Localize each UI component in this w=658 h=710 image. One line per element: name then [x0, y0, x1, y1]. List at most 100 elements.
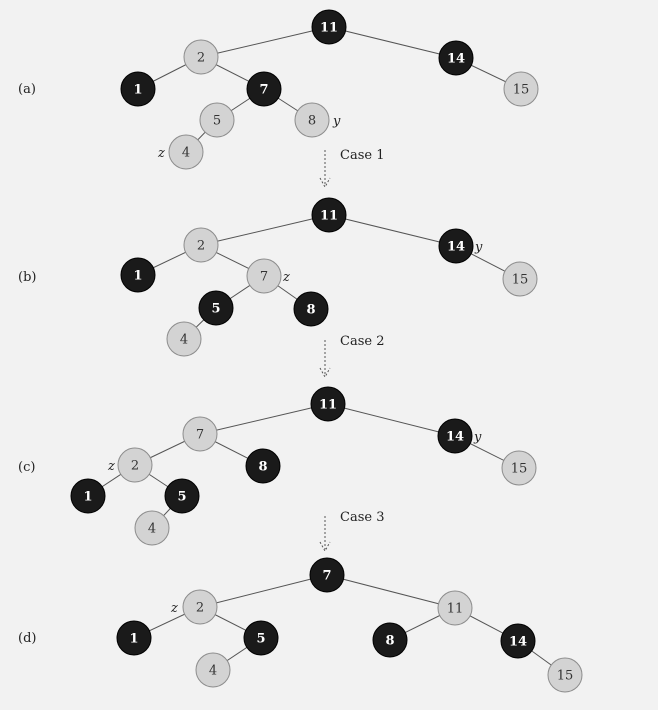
node-c-1-circle: [70, 478, 106, 514]
node-c-14: 14 y: [437, 418, 482, 454]
node-b-7-key: 7: [260, 270, 268, 285]
node-b-15: 15: [502, 261, 538, 297]
node-b-7-circle: [246, 258, 282, 294]
node-d-11-circle: [437, 590, 473, 626]
node-c-7: 7: [182, 416, 218, 452]
node-b-14: 14 y: [438, 228, 483, 264]
node-c-2-key: 2: [131, 459, 139, 474]
node-b-14-tag: y: [474, 240, 483, 255]
node-a-8-circle: [294, 102, 330, 138]
node-b-8: 8: [293, 291, 329, 327]
node-d-8: 8: [372, 622, 408, 658]
edge-d-n7-n2: [199, 574, 328, 608]
node-a-7-circle: [246, 71, 282, 107]
node-c-1-key: 1: [83, 490, 92, 505]
node-c-15-circle: [501, 450, 537, 486]
case-3-label: Case 3: [340, 510, 384, 525]
node-d-1-circle: [116, 620, 152, 656]
node-b-1: 1: [120, 257, 156, 293]
node-d-15-circle: [547, 657, 583, 693]
node-c-11: 11: [310, 386, 346, 422]
node-c-1: 1: [70, 478, 106, 514]
panel-label-b: (b): [18, 270, 36, 285]
node-d-7: 7: [309, 557, 345, 593]
node-a-5-key: 5: [213, 114, 221, 129]
node-c-14-tag: y: [473, 430, 482, 445]
node-c-2: 2z: [107, 447, 153, 483]
node-c-5: 5: [164, 478, 200, 514]
case-1-arrowhead: [319, 177, 331, 189]
node-c-14-key: 14: [446, 430, 464, 445]
node-b-2-circle: [183, 227, 219, 263]
node-c-8: 8: [245, 448, 281, 484]
node-d-2-key: 2: [196, 601, 204, 616]
node-a-4-key: 4: [182, 146, 190, 161]
node-c-4-circle: [134, 510, 170, 546]
node-b-15-key: 15: [512, 273, 529, 288]
node-d-8-key: 8: [385, 634, 394, 649]
node-a-4-tag: z: [157, 146, 165, 161]
node-a-2-circle: [183, 39, 219, 75]
node-a-1-key: 1: [133, 83, 142, 98]
node-b-5-circle: [198, 290, 234, 326]
case-3-arrowhead: [319, 541, 331, 553]
edge-b-n11-n14: [328, 214, 457, 247]
node-a-2-key: 2: [197, 51, 205, 66]
node-d-2-circle: [182, 589, 218, 625]
node-b-4-circle: [166, 321, 202, 357]
node-a-1-circle: [120, 71, 156, 107]
labels-layer: (a) (b) (c) (d) Case 1 Case 2 Case 3: [18, 82, 384, 646]
node-d-7-key: 7: [322, 569, 331, 584]
node-c-8-key: 8: [258, 460, 267, 475]
case-2-label: Case 2: [340, 334, 384, 349]
node-d-1: 1: [116, 620, 152, 656]
node-d-15: 15: [547, 657, 583, 693]
node-b-11-key: 11: [320, 209, 338, 224]
node-a-14: 14: [438, 40, 474, 76]
node-b-5: 5: [198, 290, 234, 326]
node-d-5-key: 5: [256, 632, 265, 647]
node-d-5-circle: [243, 620, 279, 656]
node-c-2-circle: [117, 447, 153, 483]
node-d-15-key: 15: [557, 669, 574, 684]
node-a-1: 1: [120, 71, 156, 107]
node-d-4: 4: [195, 652, 231, 688]
edge-a-n11-n14: [328, 26, 457, 59]
node-a-4: 4z: [157, 134, 204, 170]
edge-b-n11-n2: [200, 214, 330, 246]
node-a-14-key: 14: [447, 52, 465, 67]
node-a-5: 5: [199, 102, 235, 138]
node-a-2: 2: [183, 39, 219, 75]
node-a-11-key: 11: [320, 21, 338, 36]
node-a-15: 15: [503, 71, 539, 107]
node-b-8-key: 8: [306, 303, 315, 318]
node-c-8-circle: [245, 448, 281, 484]
case-1-label: Case 1: [340, 148, 384, 163]
node-a-11: 11: [311, 9, 347, 45]
node-a-7: 7: [246, 71, 282, 107]
node-b-5-key: 5: [211, 302, 220, 317]
node-b-2: 2: [183, 227, 219, 263]
node-b-11-circle: [311, 197, 347, 233]
node-c-5-circle: [164, 478, 200, 514]
node-b-15-circle: [502, 261, 538, 297]
node-c-4-key: 4: [148, 522, 156, 537]
node-d-5: 5: [243, 620, 279, 656]
node-c-4: 4: [134, 510, 170, 546]
panel-label-d: (d): [18, 631, 36, 646]
node-c-2-tag: z: [107, 459, 115, 474]
node-c-14-circle: [437, 418, 473, 454]
node-d-14: 14: [500, 623, 536, 659]
node-b-8-circle: [293, 291, 329, 327]
edge-a-n11-n2: [200, 26, 330, 58]
node-c-15-key: 15: [511, 462, 528, 477]
node-b-4: 4: [166, 321, 202, 357]
node-d-1-key: 1: [129, 632, 138, 647]
edge-c-n11-n7: [199, 403, 329, 435]
node-a-5-circle: [199, 102, 235, 138]
node-d-11-key: 11: [447, 602, 464, 617]
